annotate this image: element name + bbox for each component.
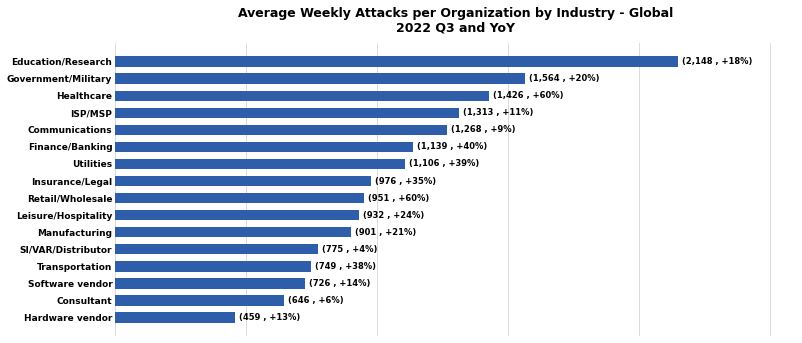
Bar bbox=[115, 125, 447, 135]
Bar bbox=[115, 56, 677, 67]
Bar bbox=[115, 278, 305, 288]
Text: (951 , +60%): (951 , +60%) bbox=[367, 193, 429, 203]
Text: (976 , +35%): (976 , +35%) bbox=[375, 177, 435, 186]
Text: (1,139 , +40%): (1,139 , +40%) bbox=[417, 142, 487, 151]
Text: (749 , +38%): (749 , +38%) bbox=[315, 262, 375, 271]
Bar bbox=[115, 193, 364, 203]
Text: (775 , +4%): (775 , +4%) bbox=[322, 245, 377, 254]
Bar bbox=[115, 91, 488, 101]
Text: (932 , +24%): (932 , +24%) bbox=[363, 211, 423, 220]
Bar bbox=[115, 244, 318, 255]
Bar bbox=[115, 227, 350, 237]
Bar bbox=[115, 210, 358, 220]
Text: (1,564 , +20%): (1,564 , +20%) bbox=[528, 74, 598, 83]
Bar bbox=[115, 142, 413, 152]
Text: (1,268 , +9%): (1,268 , +9%) bbox=[451, 125, 515, 134]
Text: (901 , +21%): (901 , +21%) bbox=[354, 228, 415, 237]
Text: (459 , +13%): (459 , +13%) bbox=[239, 313, 300, 322]
Text: (646 , +6%): (646 , +6%) bbox=[288, 296, 343, 305]
Bar bbox=[115, 295, 284, 306]
Bar bbox=[115, 261, 311, 272]
Title: Average Weekly Attacks per Organization by Industry - Global
2022 Q3 and YoY: Average Weekly Attacks per Organization … bbox=[237, 7, 672, 35]
Text: (1,106 , +39%): (1,106 , +39%) bbox=[408, 159, 478, 168]
Text: (2,148 , +18%): (2,148 , +18%) bbox=[681, 57, 751, 66]
Text: (726 , +14%): (726 , +14%) bbox=[309, 279, 370, 288]
Text: (1,313 , +11%): (1,313 , +11%) bbox=[462, 108, 533, 117]
Bar bbox=[115, 176, 371, 186]
Bar bbox=[115, 108, 459, 118]
Bar bbox=[115, 73, 524, 84]
Bar bbox=[115, 159, 404, 169]
Bar bbox=[115, 312, 235, 323]
Text: (1,426 , +60%): (1,426 , +60%) bbox=[492, 91, 562, 100]
